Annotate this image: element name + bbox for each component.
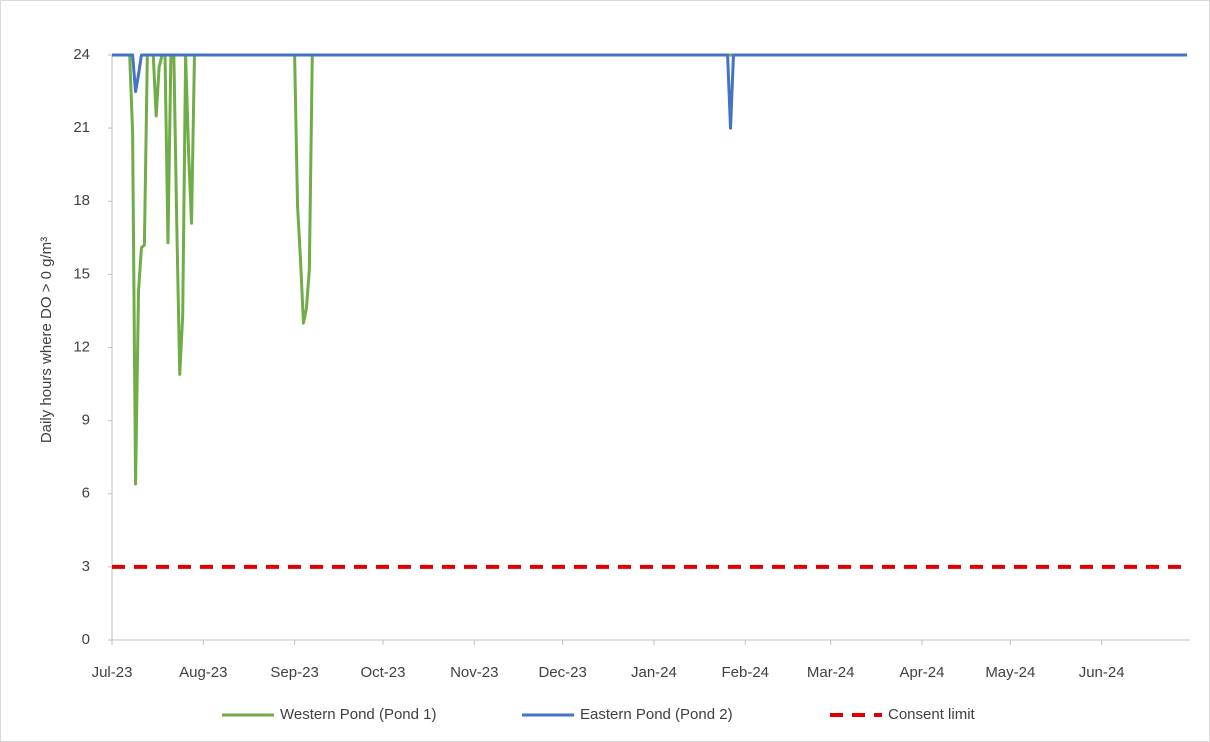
x-tick-label: May-24 (985, 664, 1035, 681)
legend-label: Eastern Pond (Pond 2) (580, 706, 733, 723)
x-tick-label: Feb-24 (721, 664, 769, 681)
y-tick-label: 18 (73, 192, 90, 209)
y-tick-label: 24 (73, 46, 90, 63)
y-tick-label: 21 (73, 119, 90, 136)
y-tick-label: 9 (82, 412, 90, 429)
x-tick-label: Jul-23 (92, 664, 133, 681)
y-tick-label: 6 (82, 485, 90, 502)
x-tick-label: Oct-23 (360, 664, 405, 681)
x-tick-label: Jan-24 (631, 664, 677, 681)
x-tick-label: Nov-23 (450, 664, 498, 681)
y-tick-label: 3 (82, 558, 90, 575)
y-axis-label: Daily hours where DO > 0 g/m³ (38, 237, 55, 443)
x-tick-label: Dec-23 (538, 664, 586, 681)
legend-label: Consent limit (888, 706, 976, 723)
y-tick-label: 0 (82, 631, 90, 648)
x-tick-label: Aug-23 (179, 664, 227, 681)
y-tick-label: 12 (73, 338, 90, 355)
series-line (112, 53, 1188, 130)
legend-label: Western Pond (Pond 1) (280, 706, 436, 723)
x-tick-label: Jun-24 (1079, 664, 1125, 681)
x-tick-label: Apr-24 (899, 664, 944, 681)
x-tick-label: Mar-24 (807, 664, 855, 681)
x-tick-label: Sep-23 (270, 664, 318, 681)
y-tick-label: 15 (73, 265, 90, 282)
